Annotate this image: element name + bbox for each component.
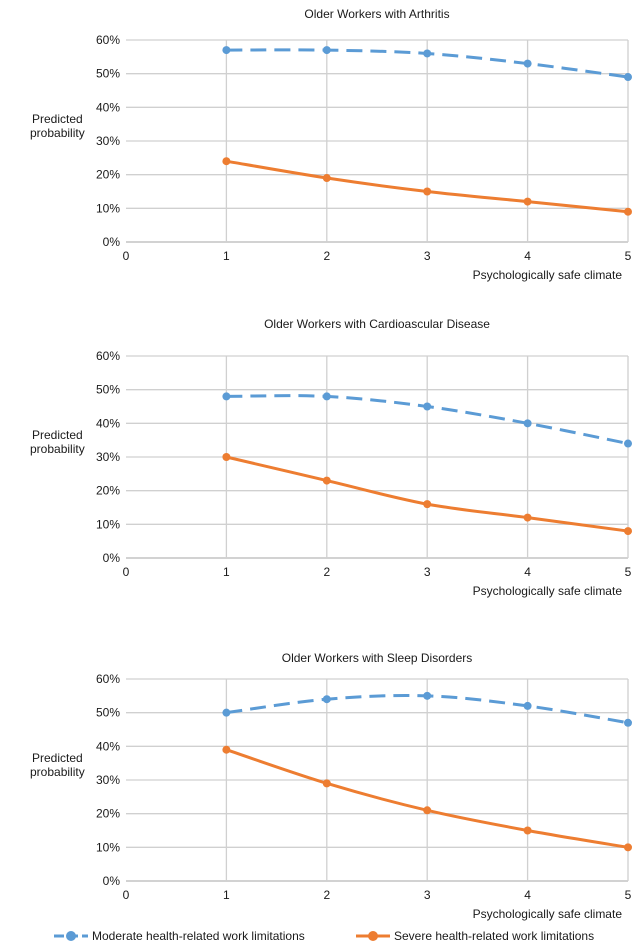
data-point-severe <box>624 527 632 536</box>
y-axis-label: probability <box>30 126 85 140</box>
legend: Moderate health-related work limitations… <box>54 929 594 943</box>
x-tick-label: 3 <box>424 249 431 263</box>
x-tick-label: 0 <box>123 565 130 579</box>
x-tick-label: 4 <box>524 888 531 902</box>
y-tick-label: 0% <box>103 235 121 249</box>
data-point-severe <box>624 843 632 852</box>
y-tick-label: 60% <box>96 33 120 47</box>
x-axis-label: Psychologically safe climate <box>473 268 623 282</box>
y-axis-label: Predicted <box>32 428 83 442</box>
data-point-severe <box>322 174 331 183</box>
data-point-moderate <box>423 402 432 411</box>
data-point-severe <box>222 157 231 166</box>
data-point-moderate <box>523 419 532 428</box>
data-point-moderate <box>624 73 632 82</box>
data-point-moderate <box>423 49 432 58</box>
y-tick-label: 60% <box>96 672 120 686</box>
y-tick-label: 30% <box>96 773 120 787</box>
chart-panel-2: Older Workers with Cardioascular Disease… <box>30 317 632 598</box>
y-tick-label: 30% <box>96 134 120 148</box>
data-point-moderate <box>222 392 231 401</box>
data-point-moderate <box>222 708 231 717</box>
y-axis-label: probability <box>30 442 85 456</box>
legend-label: Severe health-related work limitations <box>394 929 594 943</box>
data-point-severe <box>423 500 432 509</box>
x-tick-label: 2 <box>323 565 330 579</box>
data-point-severe <box>222 745 231 754</box>
y-tick-label: 10% <box>96 517 120 531</box>
chart-title: Older Workers with Cardioascular Disease <box>264 317 490 331</box>
data-point-severe <box>222 453 231 461</box>
data-point-severe <box>423 187 432 196</box>
y-tick-label: 10% <box>96 840 120 854</box>
data-point-severe <box>523 197 532 206</box>
data-point-moderate <box>523 59 532 68</box>
data-point-severe <box>322 779 331 788</box>
chart-panel-1: Older Workers with Arthritis 0% 10% 20% 30% 4… <box>30 7 632 282</box>
x-tick-label: 5 <box>625 249 632 263</box>
data-point-severe <box>423 806 432 815</box>
y-tick-label: 40% <box>96 100 120 114</box>
x-tick-label: 3 <box>424 888 431 902</box>
chart-panel-3: Older Workers with Sleep Disorders 0% 10% 2… <box>30 651 632 921</box>
legend-label: Moderate health-related work limitations <box>92 929 305 943</box>
y-axis-label: Predicted <box>32 751 83 765</box>
data-point-moderate <box>322 695 331 704</box>
chart-title: Older Workers with Sleep Disorders <box>282 651 473 665</box>
data-point-severe <box>523 513 532 522</box>
x-tick-label: 5 <box>625 565 632 579</box>
data-point-moderate <box>523 701 532 710</box>
y-tick-label: 20% <box>96 484 120 498</box>
y-tick-label: 0% <box>103 551 121 565</box>
y-tick-label: 0% <box>103 874 121 888</box>
data-point-moderate <box>222 46 231 55</box>
chart-title: Older Workers with Arthritis <box>304 7 449 21</box>
x-tick-label: 4 <box>524 249 531 263</box>
data-point-moderate <box>423 691 432 700</box>
data-point-moderate <box>322 392 331 401</box>
y-tick-label: 50% <box>96 706 120 720</box>
data-point-severe <box>523 826 532 835</box>
x-tick-label: 2 <box>323 249 330 263</box>
x-tick-label: 1 <box>223 565 230 579</box>
x-tick-label: 5 <box>625 888 632 902</box>
data-point-moderate <box>624 439 632 448</box>
y-tick-label: 10% <box>96 201 120 215</box>
x-axis-label: Psychologically safe climate <box>473 584 623 598</box>
x-tick-label: 1 <box>223 888 230 902</box>
y-tick-label: 40% <box>96 416 120 430</box>
y-tick-label: 20% <box>96 168 120 182</box>
data-point-moderate <box>624 718 632 727</box>
x-tick-label: 3 <box>424 565 431 579</box>
y-axis-label: probability <box>30 765 85 779</box>
data-point-severe <box>322 476 331 485</box>
x-tick-label: 0 <box>123 249 130 263</box>
y-tick-label: 50% <box>96 383 120 397</box>
x-tick-label: 4 <box>524 565 531 579</box>
y-tick-label: 50% <box>96 67 120 81</box>
y-tick-label: 60% <box>96 349 120 363</box>
legend-marker-severe <box>368 931 378 941</box>
x-tick-label: 1 <box>223 249 230 263</box>
y-tick-label: 40% <box>96 739 120 753</box>
y-axis-label: Predicted <box>32 112 83 126</box>
x-tick-label: 2 <box>323 888 330 902</box>
data-point-severe <box>624 207 632 216</box>
legend-marker-moderate <box>66 931 76 941</box>
y-tick-label: 20% <box>96 807 120 821</box>
x-axis-label: Psychologically safe climate <box>473 907 623 921</box>
data-point-moderate <box>322 46 331 55</box>
y-tick-label: 30% <box>96 450 120 464</box>
x-tick-label: 0 <box>123 888 130 902</box>
